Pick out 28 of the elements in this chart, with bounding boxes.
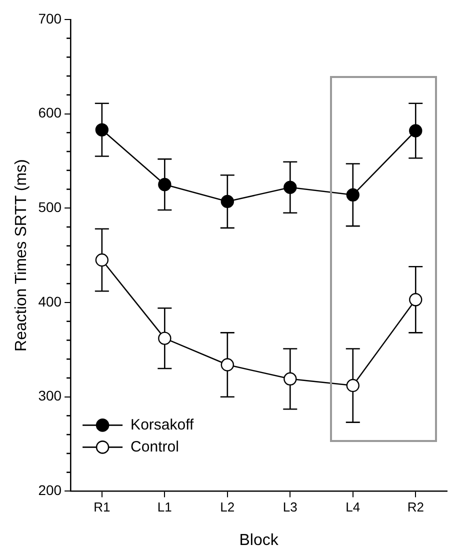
point — [346, 378, 360, 392]
y-tick-label: 400 — [38, 293, 62, 310]
x-tick-label: L4 — [346, 500, 360, 515]
legend-label: Korsakoff — [130, 416, 194, 434]
x-axis-title: Block — [239, 532, 280, 549]
x-tick-label: R1 — [94, 500, 110, 515]
point — [95, 253, 109, 267]
point — [158, 332, 172, 345]
y-tick-label: 600 — [38, 104, 62, 121]
x-tick-label: L1 — [157, 500, 172, 515]
point — [284, 180, 297, 194]
point — [220, 194, 234, 208]
x-tick-label: R2 — [407, 500, 424, 515]
y-tick-label: 300 — [38, 388, 62, 404]
point — [409, 124, 422, 138]
point — [284, 372, 297, 386]
y-tick-label: 500 — [38, 198, 62, 215]
point — [95, 123, 109, 136]
legend-label: Control — [130, 438, 179, 456]
x-tick-label: L3 — [282, 500, 298, 515]
point — [220, 358, 234, 372]
y-axis-title: Reaction Times SRTT (ms) — [13, 159, 30, 352]
point — [158, 178, 172, 192]
y-tick-label: 700 — [38, 10, 62, 26]
x-tick-label: L2 — [220, 500, 235, 515]
y-tick-label: 200 — [38, 482, 62, 498]
point — [346, 188, 360, 202]
point — [409, 293, 422, 306]
